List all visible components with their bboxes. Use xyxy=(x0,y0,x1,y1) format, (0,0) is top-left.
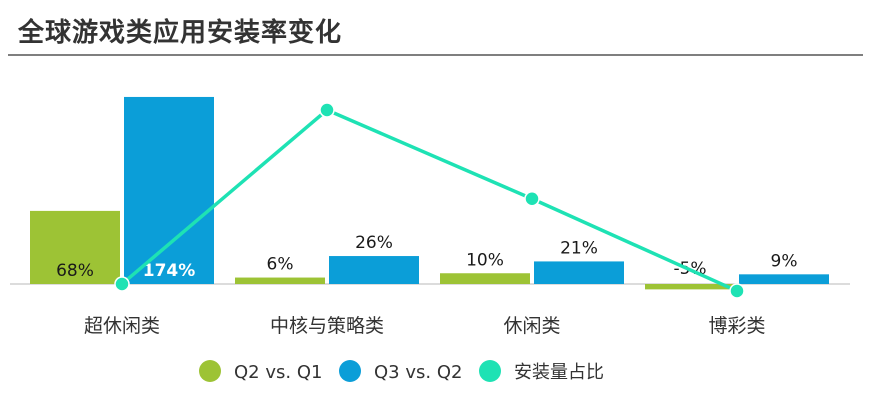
legend-label: 安装量占比 xyxy=(514,362,604,383)
category-label: 中核与策略类 xyxy=(270,315,384,337)
bar xyxy=(30,210,120,284)
line-point xyxy=(524,190,540,207)
legend-marker xyxy=(199,360,221,382)
data-label: 6% xyxy=(267,255,294,275)
line-point xyxy=(729,283,745,299)
category-label: 博彩类 xyxy=(708,315,765,337)
series-line xyxy=(120,108,738,293)
bar xyxy=(235,277,325,284)
data-label: 68% xyxy=(56,261,94,281)
data-label: 26% xyxy=(355,233,393,253)
bar xyxy=(124,96,214,284)
bar xyxy=(534,261,624,284)
legend-marker xyxy=(339,360,361,382)
data-label: 21% xyxy=(560,238,598,258)
legend-label: Q3 vs. Q2 xyxy=(374,362,462,383)
category-label: 超休闲类 xyxy=(84,315,160,337)
legend-label: Q2 vs. Q1 xyxy=(234,362,322,383)
bar xyxy=(329,256,419,284)
legend-marker xyxy=(479,360,501,382)
data-label: 174% xyxy=(143,261,196,281)
data-label: 9% xyxy=(771,251,798,271)
bar xyxy=(440,273,530,284)
bar xyxy=(739,274,829,284)
bar xyxy=(645,284,735,290)
title-divider xyxy=(8,54,863,56)
line-point xyxy=(114,276,130,292)
category-label: 休闲类 xyxy=(503,315,560,337)
line-point xyxy=(319,102,335,118)
data-label: 10% xyxy=(466,250,504,270)
chart-title: 全球游戏类应用安装率变化 xyxy=(18,18,343,48)
